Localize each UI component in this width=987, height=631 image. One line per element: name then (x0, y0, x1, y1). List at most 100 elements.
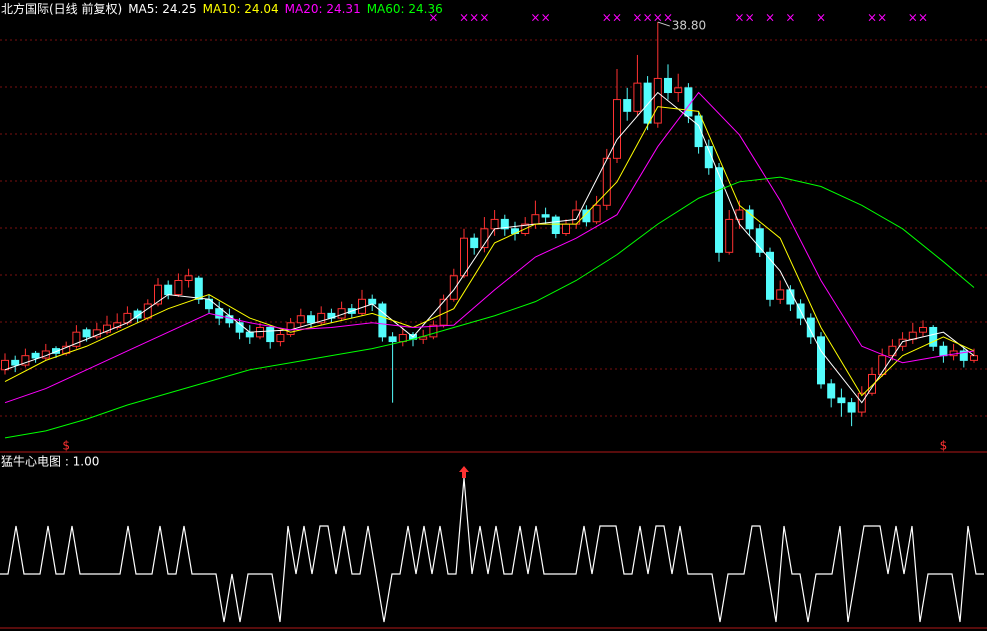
legend-entry: MA5: 24.25 (128, 2, 196, 16)
candle-body (837, 397, 846, 404)
candle-body (368, 298, 377, 305)
candle-body (582, 209, 591, 223)
candle-body (174, 279, 183, 296)
sell-signal: × (632, 11, 642, 25)
sell-signal: × (602, 11, 612, 25)
candle-body (755, 228, 764, 253)
candle-body (939, 345, 948, 357)
buy-signal: $ (940, 439, 948, 453)
candle-body (704, 146, 713, 169)
candle-body (562, 223, 570, 235)
candle-body (470, 237, 479, 249)
candle-body (1, 359, 9, 371)
sell-signal: × (816, 11, 826, 25)
ma-line (4, 106, 975, 397)
candle-body (613, 99, 621, 159)
sell-signal: × (734, 11, 744, 25)
sell-signal: × (877, 11, 887, 25)
candle-body (919, 326, 927, 333)
candle-body (633, 82, 642, 112)
candle-body (898, 338, 907, 347)
annotation-label: 38.80 (672, 19, 706, 33)
candle-body (225, 315, 234, 324)
legend-entry: MA20: 24.31 (285, 2, 361, 16)
candle-body (592, 204, 601, 223)
peak-arrow (459, 466, 469, 478)
candle-body (959, 350, 968, 361)
candle-body (694, 115, 703, 148)
candle-body (388, 336, 397, 343)
candle-body (164, 284, 173, 296)
candle-body (143, 303, 152, 319)
sell-signal: × (459, 11, 469, 25)
candle-body (215, 308, 224, 319)
candle-body (82, 329, 91, 338)
candle-body (541, 214, 550, 218)
sell-signal: × (745, 11, 755, 25)
candle-body (817, 336, 825, 385)
candle-body (103, 324, 111, 333)
candle-body (776, 289, 785, 300)
candle-body (806, 317, 815, 338)
candle-body (194, 277, 203, 300)
candle-body (847, 402, 856, 413)
candle-body (490, 218, 499, 230)
candle-body (266, 326, 275, 343)
sell-signal: × (653, 11, 663, 25)
candle-body (154, 284, 162, 305)
candle-body (674, 87, 683, 94)
candle-body (653, 77, 662, 124)
candle-body (766, 251, 774, 300)
candle-body (643, 82, 652, 124)
candle-body (235, 322, 244, 333)
candle-body (449, 275, 458, 300)
candle-body (684, 87, 693, 117)
sell-signal: × (428, 11, 438, 25)
candle-body (602, 157, 611, 206)
candle-body (72, 331, 81, 347)
candle-body (500, 218, 509, 230)
sell-signal: × (612, 11, 622, 25)
candle-body (531, 214, 540, 225)
candle-body (31, 352, 40, 359)
candle-body (745, 209, 754, 230)
legend-entry: MA60: 24.36 (367, 2, 443, 16)
candle-body (868, 373, 876, 394)
candle-body (378, 303, 387, 338)
candle-body (296, 315, 305, 324)
candle-body (11, 359, 20, 366)
ma-line (4, 176, 975, 439)
candle-body (245, 331, 254, 338)
sell-signal: × (908, 11, 918, 25)
sell-signal: × (541, 11, 551, 25)
candle-body (715, 167, 723, 253)
buy-signal: $ (62, 439, 70, 453)
candle-body (21, 355, 30, 366)
candle-body (307, 315, 315, 324)
sell-signal: × (867, 11, 877, 25)
chart-title: 北方国际(日线 前复权) (1, 1, 122, 16)
candle-body (664, 77, 672, 94)
sell-signal: × (765, 11, 775, 25)
legend-entry: MA10: 24.04 (203, 2, 279, 16)
ma-line (4, 91, 975, 404)
candle-body (878, 355, 887, 375)
sell-signal: × (643, 11, 653, 25)
candle-body (52, 348, 60, 354)
candle-body (827, 383, 836, 399)
candle-body (429, 324, 438, 338)
sell-signal: × (469, 11, 479, 25)
sell-signal: × (530, 11, 540, 25)
indicator-title: 猛牛心电图 : 1.00 (1, 454, 99, 469)
candle-body (888, 345, 897, 357)
ma-line (4, 91, 975, 404)
candle-body (929, 326, 938, 347)
candle-body (623, 99, 632, 112)
candle-body (184, 275, 193, 281)
candle-body (725, 218, 734, 253)
candle-body (970, 355, 978, 361)
candle-body (317, 312, 326, 324)
header: 北方国际(日线 前复权) MA5: 24.25 MA10: 24.04 MA20: 2… (1, 1, 443, 16)
